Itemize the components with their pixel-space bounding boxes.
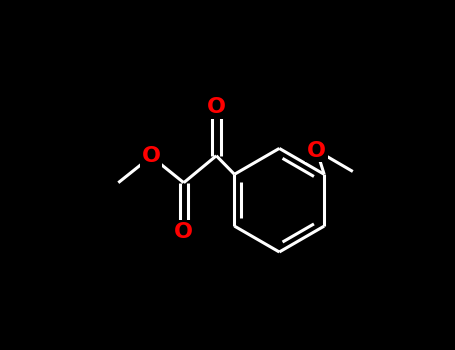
Text: O: O: [207, 97, 226, 117]
Text: O: O: [307, 140, 326, 161]
Text: O: O: [142, 146, 161, 167]
Text: O: O: [174, 222, 193, 242]
